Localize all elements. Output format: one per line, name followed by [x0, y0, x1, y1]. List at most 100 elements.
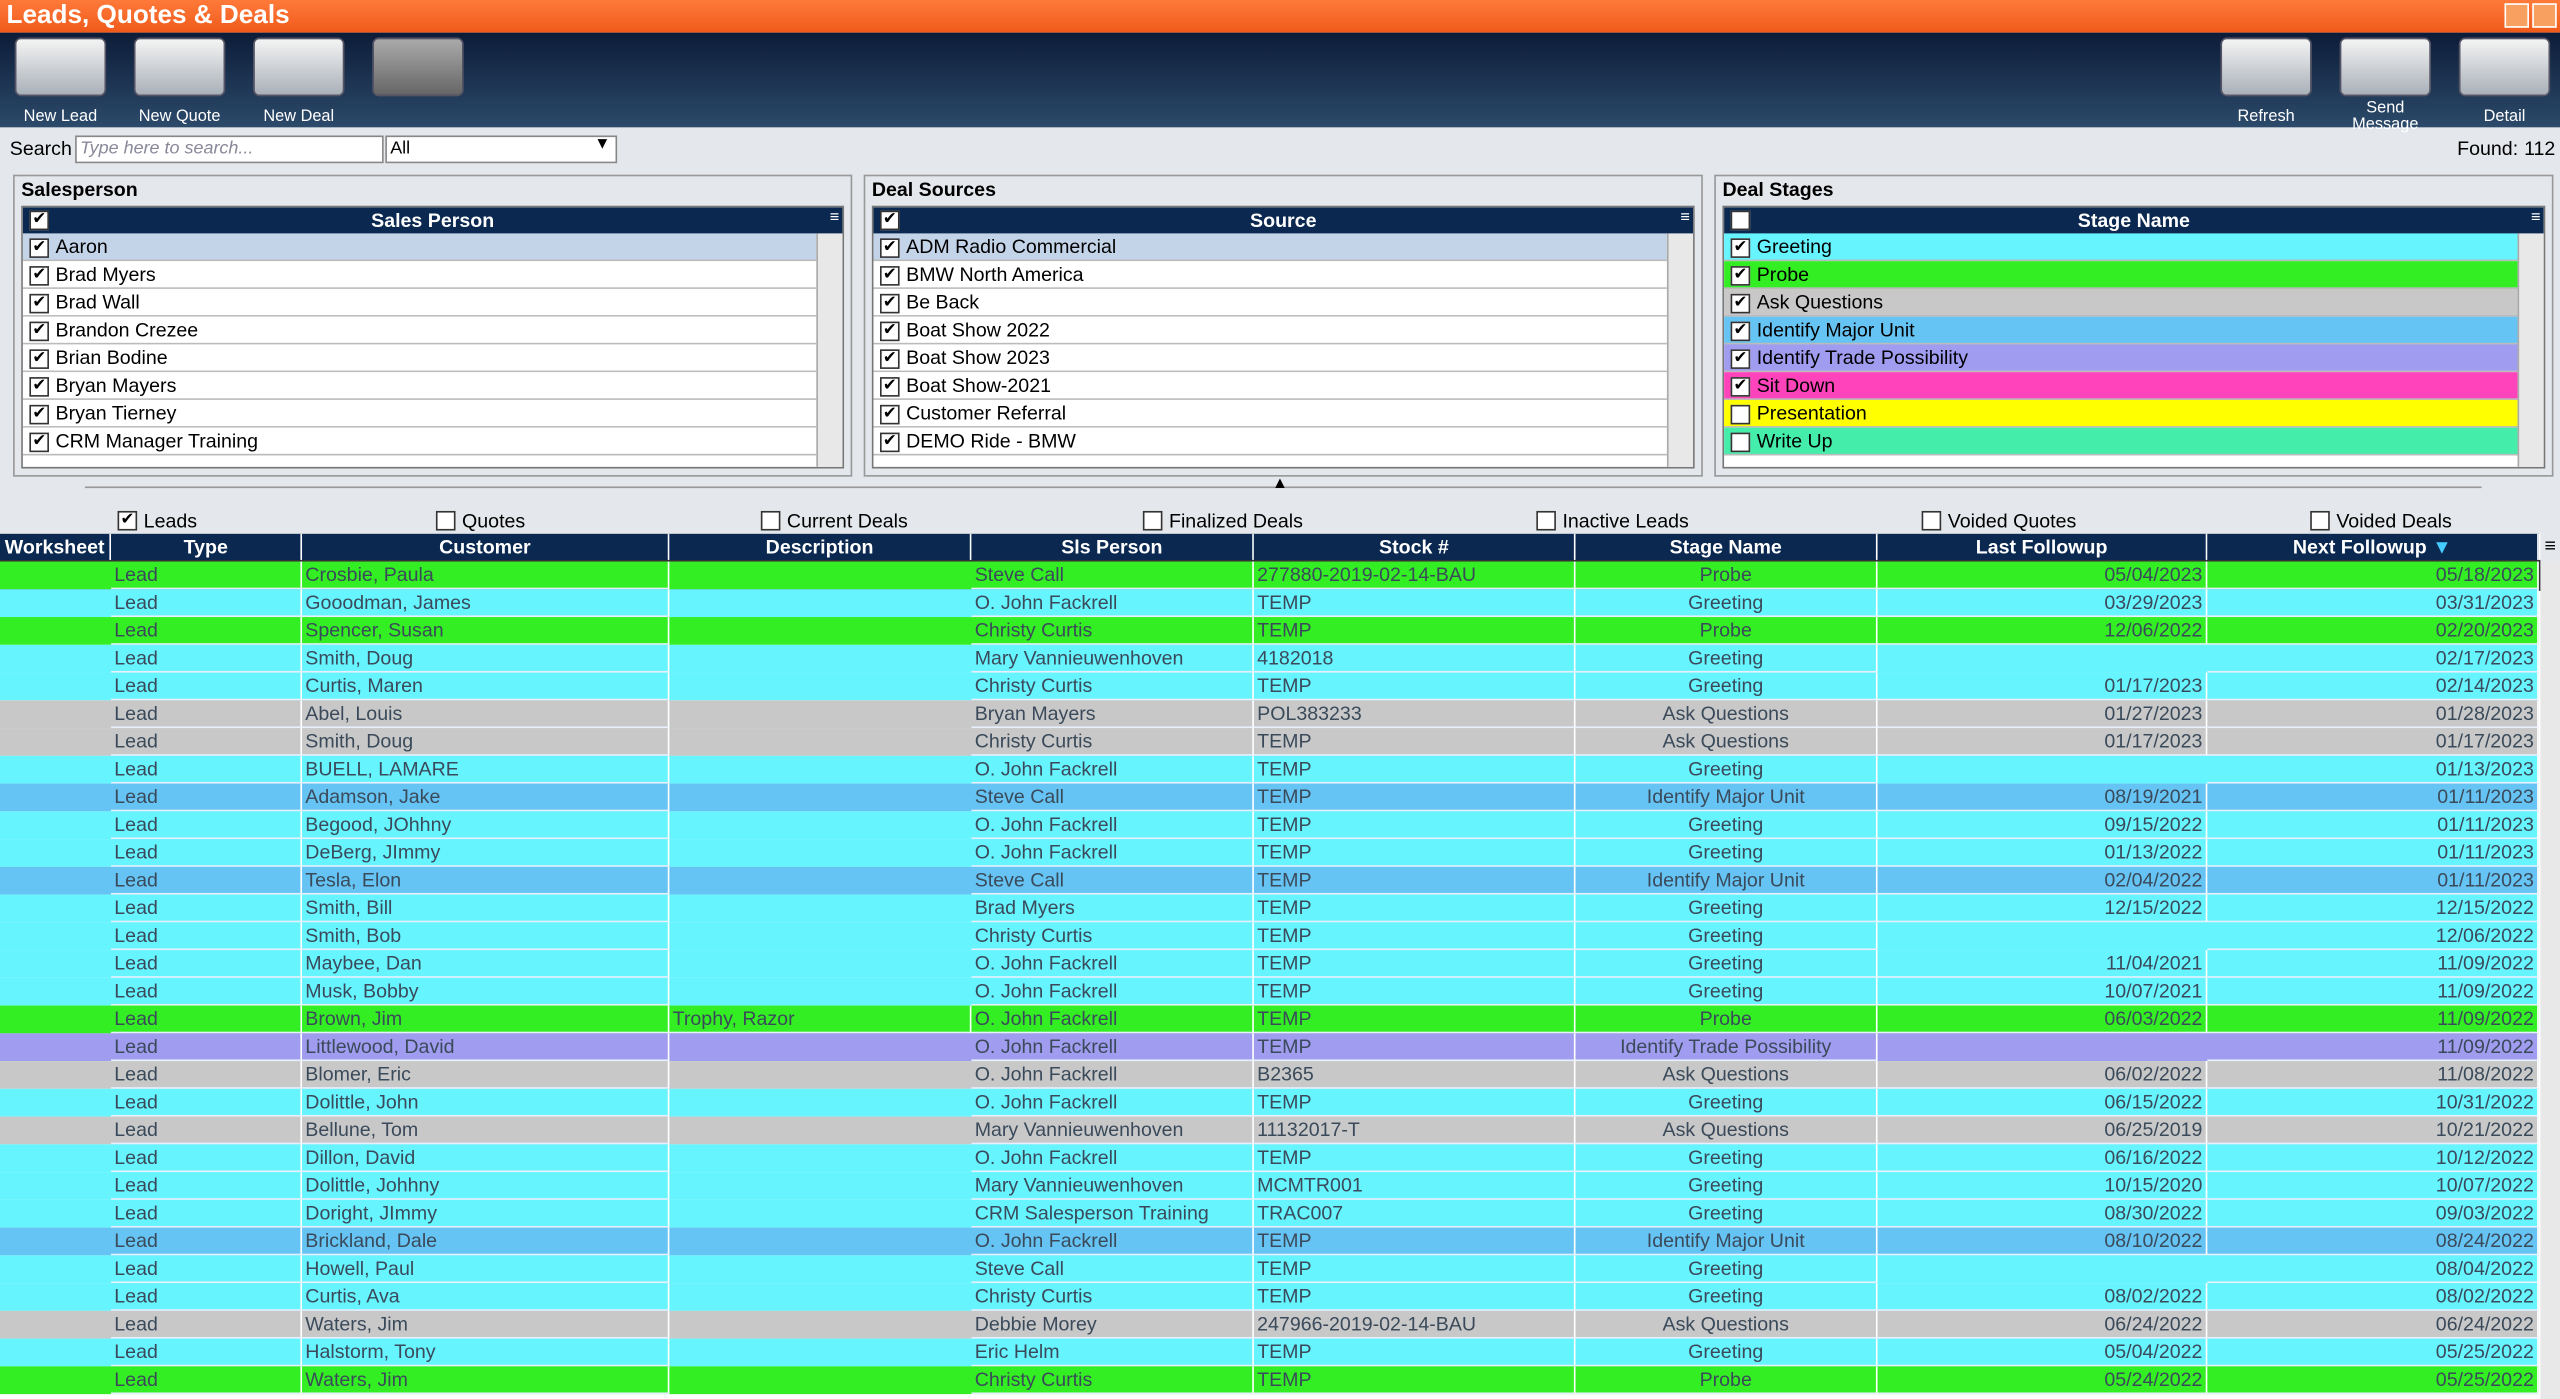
column-header[interactable]: Stage Name	[1575, 533, 1878, 562]
item-checkbox[interactable]	[879, 266, 900, 286]
table-row[interactable]: Lead Smith, Doug Christy Curtis TEMP Ask Que…	[0, 728, 2539, 756]
column-header[interactable]: Description	[669, 533, 972, 562]
item-checkbox[interactable]	[29, 321, 49, 342]
list-item[interactable]: Presentation	[1724, 399, 2518, 428]
column-header[interactable]: Next Followup	[2207, 533, 2539, 562]
table-row[interactable]: Lead Curtis, Maren Christy Curtis TEMP Greet…	[0, 672, 2539, 701]
list-item[interactable]: Boat Show 2022	[873, 316, 1667, 345]
item-checkbox[interactable]	[29, 349, 49, 369]
toolbar-button[interactable]: New Deal	[251, 37, 346, 126]
table-row[interactable]: Lead Curtis, Ava Christy Curtis TEMP Greetin…	[0, 1283, 2539, 1311]
table-row[interactable]: Lead Adamson, Jake Steve Call TEMP Identify …	[0, 783, 2539, 812]
table-row[interactable]: Lead Dolittle, John O. John Fackrell TEMP Gr…	[0, 1088, 2539, 1117]
table-row[interactable]: Lead Waters, Jim Christy Curtis TEMP Probe 05…	[0, 1366, 2539, 1395]
list-item[interactable]: Brad Wall	[22, 288, 817, 317]
item-checkbox[interactable]	[29, 404, 49, 425]
checkbox[interactable]	[2310, 510, 2330, 531]
list-item[interactable]: Write Up	[1724, 427, 2518, 456]
table-row[interactable]: Lead Bellune, Tom Mary Vannieuwenhoven 1113…	[0, 1116, 2539, 1145]
list-item[interactable]: Boat Show-2021	[873, 372, 1667, 400]
list-item[interactable]: Probe	[1724, 261, 2518, 289]
item-checkbox[interactable]	[29, 266, 49, 286]
table-row[interactable]: Lead Crosbie, Paula Steve Call 277880-2019-…	[0, 559, 2541, 591]
list-item[interactable]: Be Back	[873, 288, 1667, 317]
list-item[interactable]: BMW North America	[873, 261, 1667, 289]
column-menu[interactable]: ≡	[2530, 208, 2541, 227]
checkbox[interactable]	[760, 510, 781, 531]
item-checkbox[interactable]	[1730, 404, 1751, 425]
list-item[interactable]: Customer Referral	[873, 399, 1667, 428]
item-checkbox[interactable]	[1730, 266, 1751, 286]
list-item[interactable]: Brad Myers	[22, 261, 817, 289]
item-checkbox[interactable]	[29, 432, 49, 453]
list-item[interactable]: Identify Trade Possibility	[1724, 344, 2518, 373]
column-header[interactable]: Customer	[302, 533, 670, 562]
table-row[interactable]: Lead Musk, Bobby O. John Fackrell TEMP Greet…	[0, 977, 2539, 1006]
filter-checkbox[interactable]: Voided Deals	[2310, 509, 2452, 532]
list-item[interactable]: Aaron	[22, 233, 817, 262]
select-all-checkbox[interactable]	[1730, 210, 1751, 231]
list-item[interactable]: Greeting	[1724, 233, 2518, 262]
item-checkbox[interactable]	[1730, 321, 1751, 342]
column-header[interactable]: Sls Person	[971, 533, 1254, 562]
filter-checkbox[interactable]: Voided Quotes	[1921, 509, 2076, 532]
table-row[interactable]: Lead Dillon, David O. John Fackrell TEMP Gre…	[0, 1144, 2539, 1173]
toolbar-button[interactable]: Detail	[2457, 37, 2552, 126]
table-row[interactable]: Lead BUELL, LAMARE O. John Fackrell TEMP Gre…	[0, 755, 2539, 784]
item-checkbox[interactable]	[1730, 238, 1751, 258]
column-header[interactable]: Worksheet	[0, 533, 112, 562]
toolbar-button[interactable]: Send Message	[2338, 37, 2433, 134]
toolbar-button[interactable]: New Lead	[13, 37, 108, 126]
item-checkbox[interactable]	[879, 377, 900, 397]
search-input[interactable]: Type here to search...	[75, 135, 384, 164]
toolbar-button[interactable]: New Quote	[132, 37, 227, 126]
table-row[interactable]: Lead Doright, JImmy CRM Salesperson Traini…	[0, 1199, 2539, 1228]
select-all-checkbox[interactable]	[29, 210, 49, 231]
filter-checkbox[interactable]: Quotes	[435, 509, 525, 532]
table-row[interactable]: Lead Brickland, Dale O. John Fackrell TEMP I…	[0, 1227, 2539, 1256]
select-all-checkbox[interactable]	[879, 210, 900, 231]
splitter-arrow[interactable]: ▲	[1271, 475, 1289, 493]
list-item[interactable]: Brandon Crezee	[22, 316, 817, 345]
restore-button[interactable]	[2504, 3, 2529, 28]
table-row[interactable]: Lead Littlewood, David O. John Fackrell TEM…	[0, 1033, 2539, 1062]
table-row[interactable]: Lead Halstorm, Tony Eric Helm TEMP Greeting 0…	[0, 1338, 2539, 1367]
item-checkbox[interactable]	[29, 293, 49, 314]
table-row[interactable]: Lead Brown, Jim Trophy, Razor O. John Fackr…	[0, 1005, 2539, 1034]
list-item[interactable]: Bryan Mayers	[22, 372, 817, 400]
item-checkbox[interactable]	[879, 238, 900, 258]
checkbox[interactable]	[117, 510, 138, 531]
toolbar-button-disabled[interactable]	[371, 37, 466, 97]
item-checkbox[interactable]	[879, 404, 900, 425]
list-item[interactable]: ADM Radio Commercial	[873, 233, 1667, 262]
toolbar-button[interactable]: Refresh	[2219, 37, 2314, 126]
scope-dropdown[interactable]: All	[385, 135, 618, 164]
item-checkbox[interactable]	[879, 349, 900, 369]
item-checkbox[interactable]	[29, 377, 49, 397]
item-checkbox[interactable]	[1730, 432, 1751, 453]
item-checkbox[interactable]	[1730, 293, 1751, 314]
table-row[interactable]: Lead Maybee, Dan O. John Fackrell TEMP Greet…	[0, 950, 2539, 978]
checkbox[interactable]	[1142, 510, 1163, 531]
list-item[interactable]: Ask Questions	[1724, 288, 2518, 317]
list-item[interactable]: DEMO Ride - BMW	[873, 427, 1667, 456]
dropdown-arrow[interactable]: ▼	[594, 135, 611, 154]
filter-checkbox[interactable]: Finalized Deals	[1142, 509, 1303, 532]
item-checkbox[interactable]	[879, 432, 900, 453]
list-item[interactable]: Identify Major Unit	[1724, 316, 2518, 345]
column-menu[interactable]: ≡	[2540, 533, 2560, 562]
table-row[interactable]: Lead Smith, Bob Christy Curtis TEMP Greeting…	[0, 922, 2539, 951]
column-header[interactable]: Type	[111, 533, 303, 562]
item-checkbox[interactable]	[879, 293, 900, 314]
close-button[interactable]	[2532, 3, 2557, 28]
item-checkbox[interactable]	[1730, 349, 1751, 369]
list-item[interactable]: Sit Down	[1724, 372, 2518, 400]
item-checkbox[interactable]	[29, 238, 49, 258]
checkbox[interactable]	[435, 510, 456, 531]
list-item[interactable]: CRM Manager Training	[22, 427, 817, 456]
column-header[interactable]: Stock #	[1253, 533, 1576, 562]
table-row[interactable]: Lead Smith, Doug Mary Vannieuwenhoven 41820…	[0, 644, 2539, 673]
checkbox[interactable]	[1921, 510, 1942, 531]
column-menu[interactable]: ≡	[829, 208, 840, 227]
filter-checkbox[interactable]: Leads	[117, 509, 197, 532]
